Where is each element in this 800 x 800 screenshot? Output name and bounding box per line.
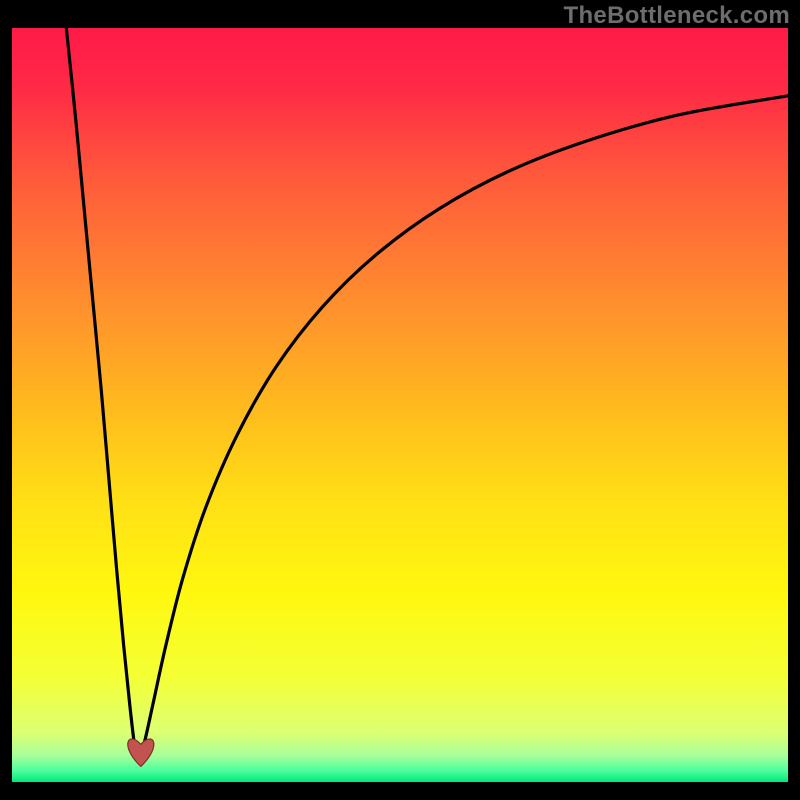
watermark-text: TheBottleneck.com — [564, 2, 790, 30]
chart-stage: TheBottleneck.com — [0, 0, 800, 800]
gradient-background — [12, 28, 788, 782]
bottleneck-chart-svg — [0, 0, 800, 800]
